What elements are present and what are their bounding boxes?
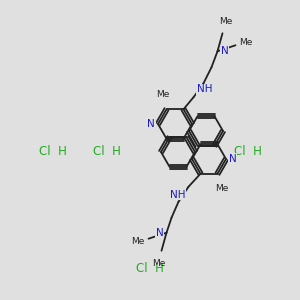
Text: Cl  H: Cl H: [136, 262, 164, 275]
Text: N: N: [156, 228, 164, 238]
Text: Me: Me: [215, 184, 228, 193]
Text: N: N: [147, 119, 155, 129]
Text: N: N: [220, 46, 228, 56]
Text: Me: Me: [239, 38, 253, 47]
Text: NH: NH: [196, 84, 212, 94]
Text: Me: Me: [219, 17, 232, 26]
Text: NH: NH: [170, 190, 185, 200]
Text: Cl  H: Cl H: [234, 145, 261, 158]
Text: Cl  H: Cl H: [39, 145, 66, 158]
Text: Me: Me: [131, 237, 145, 246]
Text: Cl  H: Cl H: [93, 145, 120, 158]
Text: Me: Me: [156, 90, 169, 99]
Text: Me: Me: [152, 259, 165, 268]
Text: N: N: [229, 154, 237, 164]
